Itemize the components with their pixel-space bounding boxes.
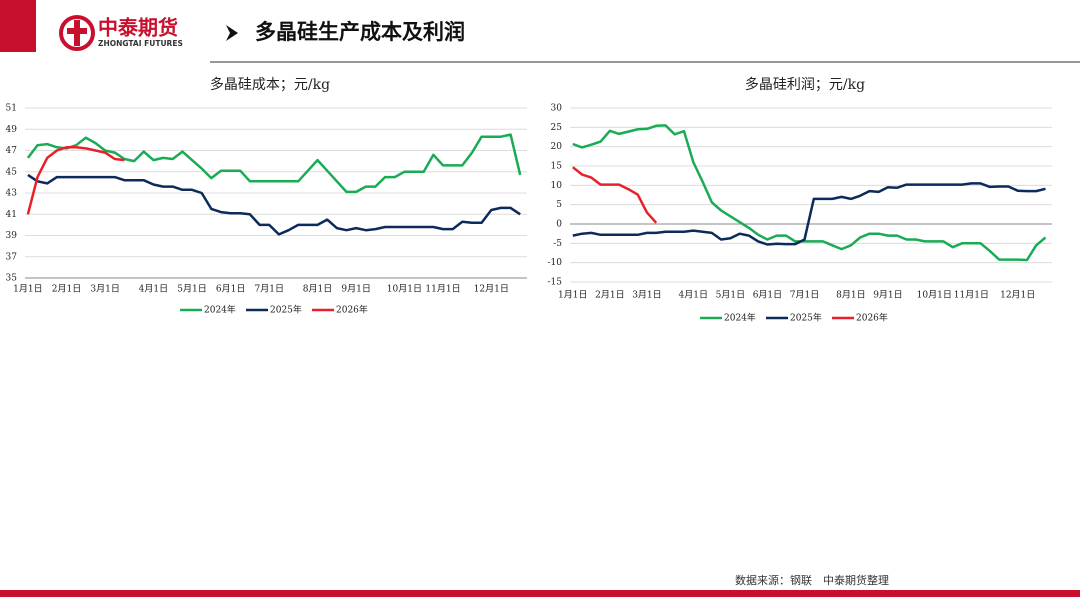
y-tick-label: 39 (6, 231, 18, 241)
y-tick-label: -5 (553, 239, 562, 249)
footer-bar (0, 590, 1080, 597)
y-tick-label: 49 (6, 125, 18, 135)
x-tick-label: 4月1日 (679, 290, 708, 301)
legend-label: 2024年 (204, 304, 236, 316)
logo-ring (59, 15, 95, 51)
x-tick-label: 6月1日 (753, 290, 782, 301)
y-tick-label: 45 (6, 167, 18, 177)
source-note: 数据来源：钢联 中泰期货整理 (735, 573, 889, 587)
legend-label: 2025年 (790, 312, 822, 324)
x-tick-label: 1月1日 (13, 284, 42, 295)
x-tick-label: 9月1日 (341, 284, 370, 295)
x-tick-label: 3月1日 (632, 290, 661, 301)
bullet-arrow (226, 25, 238, 41)
x-tick-label: 8月1日 (303, 284, 332, 295)
y-tick-label: 37 (6, 252, 18, 262)
legend-label: 2026年 (336, 304, 368, 316)
y-tick-label: 10 (551, 181, 563, 191)
x-tick-label: 1月1日 (558, 290, 587, 301)
x-tick-label: 10月1日 (387, 284, 422, 295)
chart-title: 多晶硅利润；元/kg (745, 76, 865, 93)
x-tick-label: 12月1日 (474, 284, 509, 295)
x-tick-label: 4月1日 (139, 284, 168, 295)
y-tick-label: 15 (551, 162, 563, 172)
x-tick-label: 5月1日 (716, 290, 745, 301)
legend-label: 2024年 (724, 312, 756, 324)
chart-title: 多晶硅成本；元/kg (210, 76, 330, 93)
logo (59, 15, 95, 51)
series-line (572, 182, 1046, 246)
y-tick-label: 51 (6, 104, 17, 114)
y-tick-label: -10 (548, 258, 563, 268)
slide-title: 多晶硅生产成本及利润 (255, 20, 465, 44)
series-line (26, 133, 522, 194)
x-tick-label: 9月1日 (873, 290, 902, 301)
y-tick-label: -15 (548, 278, 563, 288)
y-tick-label: 25 (551, 123, 563, 133)
x-tick-label: 12月1日 (1000, 290, 1035, 301)
y-tick-label: 43 (6, 189, 18, 199)
corner-block (0, 0, 36, 52)
legend-label: 2026年 (856, 312, 888, 324)
x-tick-label: 11月1日 (425, 284, 460, 295)
x-tick-label: 10月1日 (917, 290, 952, 301)
series-line (572, 124, 1047, 262)
y-tick-label: 5 (556, 200, 562, 210)
x-tick-label: 11月1日 (954, 290, 989, 301)
x-tick-label: 6月1日 (216, 284, 245, 295)
x-tick-label: 7月1日 (790, 290, 819, 301)
y-tick-label: 20 (551, 142, 563, 152)
logo-bar (67, 28, 87, 34)
logo-name: 中泰期货 (98, 16, 178, 40)
y-tick-label: 47 (6, 146, 18, 156)
x-tick-label: 8月1日 (836, 290, 865, 301)
x-tick-label: 7月1日 (255, 284, 284, 295)
y-tick-label: 30 (551, 104, 563, 114)
x-tick-label: 2月1日 (52, 284, 81, 295)
logo-subname: ZHONGTAI FUTURES (98, 39, 183, 48)
series-line (27, 173, 521, 236)
x-tick-label: 2月1日 (595, 290, 624, 301)
series-line (26, 146, 125, 215)
y-tick-label: 0 (556, 220, 562, 230)
x-tick-label: 3月1日 (90, 284, 119, 295)
legend-label: 2025年 (270, 304, 302, 316)
y-tick-label: 35 (6, 274, 18, 284)
series-line (572, 166, 658, 224)
y-tick-label: 41 (6, 210, 17, 220)
x-tick-label: 5月1日 (177, 284, 206, 295)
